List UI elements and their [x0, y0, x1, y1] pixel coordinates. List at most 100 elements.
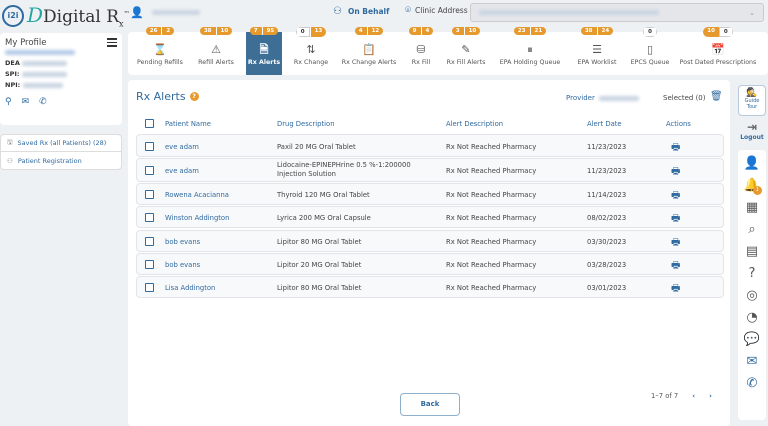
chat-icon[interactable]: 💬 — [743, 332, 761, 347]
tab-epcs-queue[interactable]: 0 ▯ EPCS Queue — [631, 27, 669, 75]
help-chat-icon[interactable]: ? — [748, 266, 756, 281]
location-icon[interactable]: ⚲ — [5, 97, 12, 107]
dashboard-icon[interactable]: ▦ — [745, 200, 759, 215]
print-icon[interactable]: 🖶 — [671, 166, 681, 177]
dea-field: DEA — [5, 59, 117, 67]
drug-description: Lidocaine-EPINEPHrine 0.5 %-1:200000 Inj… — [277, 161, 411, 178]
queue-tabs: 26 2 ⌛ Pending Refills 38 10 ⚠ Refill Alerts 7 95… — [128, 27, 768, 75]
mail-icon[interactable]: ✉ — [21, 97, 30, 107]
patient-name-link[interactable]: bob evans — [165, 238, 201, 246]
selected-count: Selected (0) — [663, 94, 706, 102]
card-icon[interactable]: ▤ — [745, 244, 759, 259]
bell-icon[interactable]: 🔔 1 — [743, 178, 762, 195]
table-row: Lisa Addington Lipitor 80 MG Oral Tablet… — [136, 276, 724, 298]
warning-icon: ⚠ — [211, 43, 221, 56]
lifebuoy-icon[interactable]: ◎ — [746, 288, 758, 303]
patient-registration-link[interactable]: ⚇ Patient Registration — [7, 156, 82, 165]
user-icon[interactable]: 👤 — [743, 156, 761, 171]
right-rail: 👤 🔔 1 ▦ ⌕ ▤ ? ◎ ◔ 💬 ✉ ✆ — [738, 150, 766, 420]
hamburger-menu-icon[interactable] — [107, 38, 117, 49]
logout-button[interactable]: ⇥ Logout — [738, 120, 766, 141]
table-row: eve adam Paxil 20 MG Oral Tablet Rx Not … — [136, 134, 724, 157]
tablet-icon: ▯ — [646, 43, 654, 56]
row-checkbox[interactable] — [145, 213, 154, 222]
tab-rx-change[interactable]: 0 13 ⇅ Rx Change — [288, 27, 334, 75]
patient-name-link[interactable]: Lisa Addington — [165, 284, 216, 292]
row-checkbox[interactable] — [145, 166, 154, 175]
col-alert-description[interactable]: Alert Description — [446, 120, 504, 128]
prev-page-button[interactable]: ‹ — [692, 392, 696, 400]
print-icon[interactable]: 🖶 — [671, 237, 681, 248]
table-row: Rowena Acacianna Thyroid 120 MG Oral Tab… — [136, 183, 724, 205]
row-checkbox[interactable] — [145, 260, 154, 269]
table-row: bob evans Lipitor 80 MG Oral Tablet Rx N… — [136, 230, 724, 252]
tab-label: Refill Alerts — [198, 59, 234, 66]
profile-card: My Profile DEA SPI: NPI: ⚲ ✉ ✆ — [0, 33, 122, 125]
guide-tour-button[interactable]: 🕵 Guide Tour — [738, 85, 766, 116]
patient-name-link[interactable]: Winston Addington — [165, 214, 230, 222]
row-checkbox[interactable] — [145, 283, 154, 292]
next-page-button[interactable]: › — [709, 392, 712, 400]
i2i-logo-mark: i2i — [2, 4, 24, 27]
print-icon[interactable]: 🖶 — [671, 213, 681, 224]
tab-rx-fill-alerts[interactable]: 3 10 ✎ Rx Fill Alerts — [442, 27, 490, 75]
col-alert-date[interactable]: Alert Date — [587, 120, 622, 128]
col-actions: Actions — [666, 120, 691, 128]
alert-date: 11/23/2023 — [587, 142, 627, 151]
on-behalf-button[interactable]: ⚇ On Behalf — [333, 6, 390, 17]
tab-badge: 38 24 — [580, 27, 614, 35]
row-checkbox[interactable] — [145, 237, 154, 246]
tab-refill-alerts[interactable]: 38 10 ⚠ Refill Alerts — [196, 27, 236, 75]
search-icon[interactable]: ⌕ — [748, 222, 756, 237]
tab-pending-refills[interactable]: 26 2 ⌛ Pending Refills — [136, 27, 184, 75]
tab-rx-alerts[interactable]: 7 95 🗎 Rx Alerts — [246, 27, 282, 75]
drug-description: Thyroid 120 MG Oral Tablet — [277, 191, 370, 199]
row-checkbox[interactable] — [145, 141, 154, 151]
tab-badge: 26 2 — [145, 27, 175, 35]
tab-post-dated-prescriptions[interactable]: 10 0 📅 Post Dated Prescriptions — [678, 27, 758, 75]
phone-icon[interactable]: ✆ — [39, 97, 47, 107]
arrows-updown-icon: ⇅ — [306, 43, 316, 56]
alert-description: Rx Not Reached Pharmacy — [446, 214, 537, 222]
trash-icon[interactable]: 🗑 — [710, 91, 723, 102]
tab-rx-change-alerts[interactable]: 4 12 📋 Rx Change Alerts — [340, 27, 398, 75]
alert-description: Rx Not Reached Pharmacy — [446, 284, 537, 292]
alert-date: 03/28/2023 — [587, 261, 627, 269]
patient-name-link[interactable]: eve adam — [165, 142, 199, 151]
alert-description: Rx Not Reached Pharmacy — [446, 142, 537, 151]
tab-badge: 7 95 — [249, 27, 279, 35]
saved-rx-link[interactable]: 🖫 Saved Rx (all Patients) (28) — [1, 135, 121, 152]
tab-rx-fill[interactable]: 9 4 ⛁ Rx Fill — [404, 27, 438, 75]
print-icon[interactable]: 🖶 — [671, 190, 681, 201]
alert-date: 03/30/2023 — [587, 238, 627, 246]
row-checkbox[interactable] — [145, 190, 154, 199]
phone-icon[interactable]: ✆ — [746, 376, 758, 391]
alert-description: Rx Not Reached Pharmacy — [446, 191, 537, 199]
col-patient-name[interactable]: Patient Name — [165, 120, 211, 128]
alert-date: 11/14/2023 — [587, 191, 627, 199]
clinic-address-select[interactable]: ⌄ — [470, 3, 764, 22]
print-icon[interactable]: 🖶 — [671, 260, 681, 271]
help-icon[interactable]: ? — [189, 92, 199, 101]
select-all-checkbox[interactable] — [145, 119, 154, 128]
logo-text: DDigital Rx™ — [27, 3, 130, 29]
email-icon[interactable]: ✉ — [746, 354, 758, 369]
tab-epa-worklist[interactable]: 38 24 ☰ EPA Worklist — [566, 27, 628, 75]
print-icon[interactable]: 🖶 — [671, 283, 681, 294]
app-logo[interactable]: i2i DDigital Rx™ — [2, 3, 130, 28]
tab-label: Rx Fill Alerts — [446, 59, 486, 66]
patient-name-link[interactable]: bob evans — [165, 261, 201, 269]
col-drug-description[interactable]: Drug Description — [277, 120, 335, 128]
tab-label: EPA Worklist — [577, 59, 617, 66]
spi-field: SPI: — [5, 70, 117, 78]
pie-chart-icon[interactable]: ◔ — [746, 310, 758, 325]
tab-label: Rx Change Alerts — [341, 59, 397, 66]
tab-epa-holding-queue[interactable]: 23 21 ⏸ EPA Holding Queue — [500, 27, 560, 75]
patient-name-link[interactable]: eve adam — [165, 167, 199, 175]
doctor-icon: 👤 — [130, 6, 144, 19]
page-title: Rx Alerts? — [136, 90, 199, 103]
patient-name-link[interactable]: Rowena Acacianna — [165, 191, 229, 199]
print-icon[interactable]: 🖶 — [671, 141, 681, 153]
back-button[interactable]: Back — [400, 393, 460, 416]
